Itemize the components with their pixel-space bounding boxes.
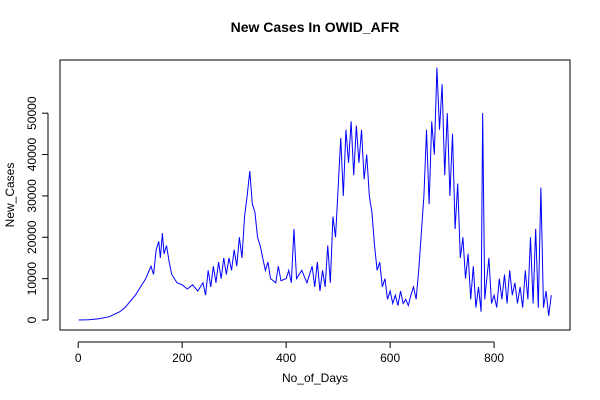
data-line [78,67,552,321]
y-tick-label: 10000 [25,262,39,296]
x-axis-label: No_of_Days [282,371,348,385]
x-tick-label: 0 [75,351,82,365]
x-tick-label: 400 [276,351,296,365]
chart-title: New Cases In OWID_AFR [231,19,400,35]
y-axis-label: New_Cases [3,163,17,228]
y-tick-label: 0 [25,316,39,323]
x-tick-label: 600 [380,351,400,365]
y-tick-label: 20000 [25,220,39,254]
y-tick-label: 50000 [25,96,39,130]
x-tick-label: 200 [172,351,192,365]
x-tick-label: 800 [484,351,504,365]
y-tick-label: 40000 [25,138,39,172]
plot-frame [59,59,571,331]
y-tick-label: 30000 [25,179,39,213]
